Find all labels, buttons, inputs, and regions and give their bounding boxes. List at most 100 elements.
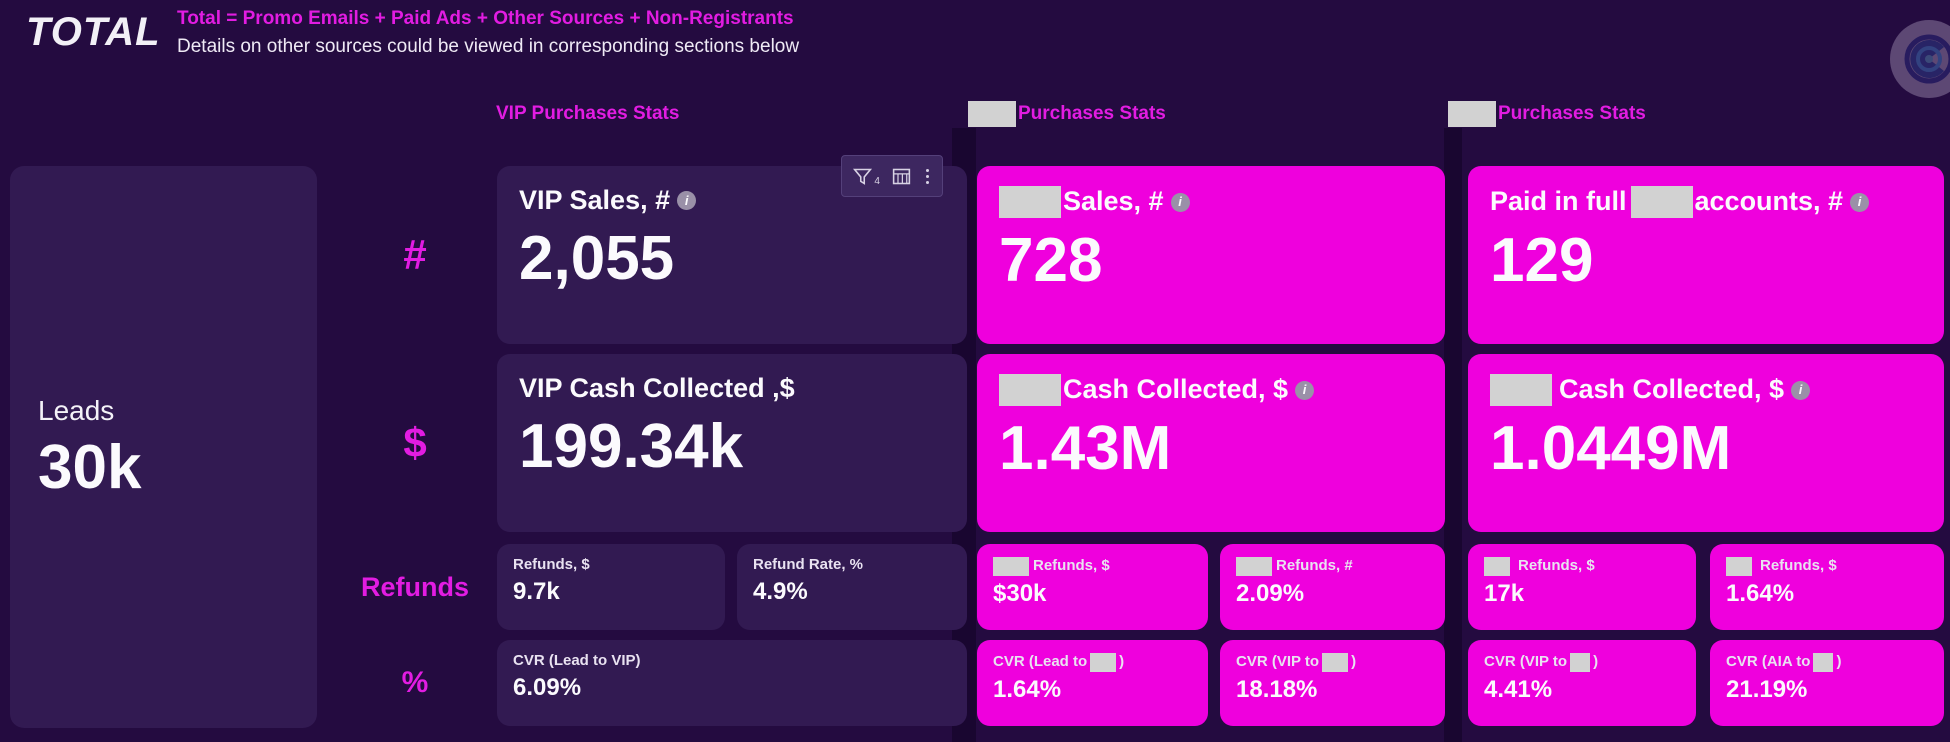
redacted-text-block [1090, 653, 1117, 672]
redacted-text-block [968, 101, 1016, 127]
info-icon[interactable]: i [1295, 380, 1315, 400]
kpi-value: 2.09% [1236, 580, 1305, 607]
kpi-label-text: Paid in full [1490, 186, 1627, 217]
kpi-label: Cash Collected, $ i [1490, 374, 1922, 406]
kpi-value: 6.09% [513, 673, 582, 701]
kpi-card-mid-cvr-vip-to-x[interactable]: CVR (VIP to ) 18.18% [1220, 640, 1445, 726]
kpi-label: Refunds, $ [993, 557, 1192, 576]
kpi-label-text: Sales, # [1063, 186, 1164, 217]
kpi-label: CVR (AIA to ) [1726, 653, 1928, 672]
kpi-value: 1.0449M [1490, 414, 1732, 483]
more-options-icon[interactable] [923, 168, 932, 184]
kpi-card-right-cvr-aia-to-x[interactable]: CVR (AIA to ) 21.19% [1710, 640, 1944, 726]
filter-icon[interactable]: 4 [852, 166, 880, 187]
kpi-card-vip-refunds-amount[interactable]: Refunds, $ 9.7k [497, 544, 725, 630]
kpi-value: 9.7k [513, 577, 560, 605]
kpi-card-right-refunds-rate[interactable]: Refunds, $ 1.64% [1710, 544, 1944, 630]
kpi-label-text: CVR (Lead to VIP) [513, 652, 641, 669]
kpi-value: 21.19% [1726, 676, 1808, 703]
section-title-label: Purchases Stats [1018, 103, 1166, 124]
kpi-label: VIP Cash Collected ,$ [519, 373, 945, 404]
kpi-label-text: Refunds, $ [513, 556, 590, 573]
kpi-label-text: Refunds, $ [1518, 557, 1595, 575]
percent-glyph: % [401, 666, 429, 699]
kpi-value: 1.64% [993, 676, 1062, 703]
kpi-label: CVR (Lead to ) [993, 653, 1192, 672]
kpi-card-mid-refunds-amount[interactable]: Refunds, $ $30k [977, 544, 1208, 630]
redacted-text-block [999, 374, 1061, 406]
kpi-value: 4.41% [1484, 676, 1553, 703]
table-grid-icon[interactable] [891, 166, 912, 187]
kpi-value: 2,055 [519, 223, 675, 293]
kpi-value: 199.34k [519, 411, 744, 481]
kpi-label-text: Refunds, # [1276, 557, 1353, 575]
kpi-label: Cash Collected, $ i [999, 374, 1423, 406]
kpi-label-text-suffix: ) [1351, 653, 1357, 671]
kpi-value: 17k [1484, 580, 1525, 607]
kpi-label: VIP Sales, # i [519, 185, 945, 216]
redacted-text-block [1813, 653, 1834, 672]
redacted-text-block [1236, 557, 1272, 576]
kpi-value: 728 [999, 226, 1103, 295]
kpi-card-right-refunds-amount[interactable]: Refunds, $ 17k [1468, 544, 1696, 630]
kpi-value: 1.64% [1726, 580, 1795, 607]
kpi-value: 4.9% [753, 577, 808, 605]
kpi-card-leads[interactable]: Leads 30k [10, 166, 317, 728]
kpi-label-text: VIP Sales, # [519, 185, 671, 215]
kpi-card-right-cvr-vip-to-x[interactable]: CVR (VIP to ) 4.41% [1468, 640, 1696, 726]
refunds-row-label: Refunds [361, 571, 469, 602]
kpi-label: Sales, # i [999, 186, 1423, 218]
filter-count: 4 [874, 175, 880, 187]
company-c-logo-icon [1890, 20, 1950, 98]
kpi-label-text: Cash Collected, $ [1063, 374, 1289, 405]
info-icon[interactable]: i [677, 191, 697, 211]
section-title-label: VIP Purchases Stats [496, 103, 680, 124]
column-group-divider [1444, 128, 1462, 742]
header-subtitle: Details on other sources could be viewed… [177, 36, 800, 57]
kpi-card-mid-cash-collected[interactable]: Cash Collected, $ i 1.43M [977, 354, 1445, 532]
hash-glyph: # [403, 231, 427, 278]
kpi-card-paid-in-full-accounts[interactable]: Paid in full accounts, # i 129 [1468, 166, 1944, 344]
info-icon[interactable]: i [1850, 192, 1870, 212]
info-icon[interactable]: i [1170, 192, 1190, 212]
kpi-label-text-suffix: ) [1836, 653, 1842, 671]
kpi-value: $30k [993, 580, 1047, 607]
kpi-label-text: CVR (AIA to [1726, 653, 1811, 671]
kpi-card-mid-cvr-lead-to-x[interactable]: CVR (Lead to ) 1.64% [977, 640, 1208, 726]
kpi-label-text: Refunds, $ [1033, 557, 1110, 575]
section-title-vip: VIP Purchases Stats [496, 102, 679, 126]
kpi-card-vip-refund-rate[interactable]: Refund Rate, % 4.9% [737, 544, 967, 630]
dashboard-header: TOTAL Total = Promo Emails + Paid Ads + … [0, 0, 1950, 98]
card-toolbar[interactable]: 4 [841, 155, 943, 197]
kpi-label-text: CVR (VIP to [1484, 653, 1568, 671]
kpi-card-mid-refunds-count[interactable]: Refunds, # 2.09% [1220, 544, 1445, 630]
redacted-text-block [1490, 374, 1552, 406]
redacted-text-block [1570, 653, 1591, 672]
redacted-text-block [1630, 186, 1693, 218]
section-title-label: Purchases Stats [1498, 103, 1646, 124]
info-icon[interactable]: i [1791, 380, 1811, 400]
kpi-label: Paid in full accounts, # i [1490, 186, 1922, 218]
redacted-text-block [1448, 101, 1496, 127]
kpi-label-text: Refund Rate, % [753, 556, 864, 573]
redacted-text-block [1726, 557, 1752, 576]
kpi-label-text: CVR (VIP to [1236, 653, 1320, 671]
kpi-card-vip-cash-collected[interactable]: VIP Cash Collected ,$ 199.34k [497, 354, 967, 532]
kpi-card-vip-sales[interactable]: VIP Sales, # i 2,055 [497, 166, 967, 344]
kpi-label-text: Refunds, $ [1760, 557, 1837, 575]
kpi-card-vip-cvr-lead-to-vip[interactable]: CVR (Lead to VIP) 6.09% [497, 640, 967, 726]
header-equation: Total = Promo Emails + Paid Ads + Other … [177, 8, 794, 29]
kpi-label-text-suffix: ) [1119, 653, 1125, 671]
kpi-label: CVR (VIP to ) [1236, 653, 1429, 672]
kpi-label: Leads [38, 395, 115, 426]
kpi-value: 1.43M [999, 414, 1172, 483]
redacted-text-block [1484, 557, 1510, 576]
kpi-label: Refunds, $ [513, 556, 709, 574]
kpi-label-text: CVR (Lead to [993, 653, 1088, 671]
kpi-card-right-cash-collected[interactable]: Cash Collected, $ i 1.0449M [1468, 354, 1944, 532]
section-title-right: Purchases Stats [1448, 101, 1646, 127]
dollar-glyph: $ [403, 419, 427, 466]
kpi-card-mid-sales[interactable]: Sales, # i 728 [977, 166, 1445, 344]
kpi-label: Refunds, $ [1484, 557, 1680, 576]
